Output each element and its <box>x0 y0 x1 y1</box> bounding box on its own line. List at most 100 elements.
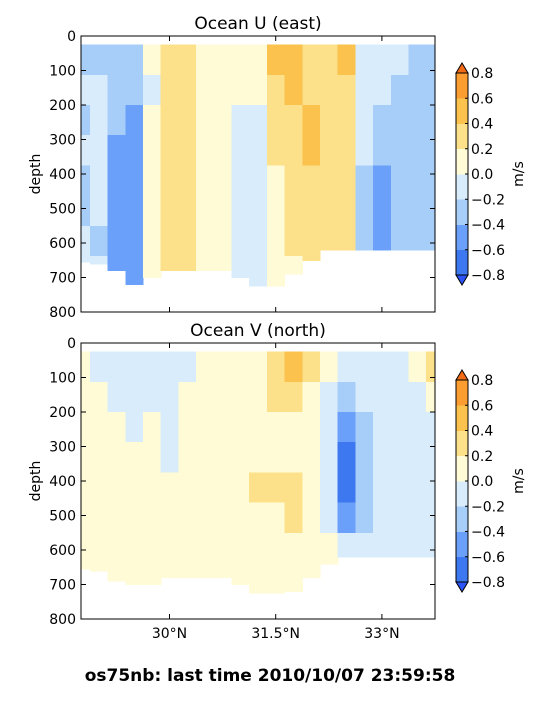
contour-cell-v-12-1 <box>284 381 303 413</box>
contour-cell-u-17-2 <box>373 105 392 136</box>
contour-cell-v-9-4 <box>231 472 250 504</box>
contour-cell-u-13-6 <box>302 225 321 257</box>
contour-cell-u-18-0 <box>390 44 410 76</box>
contour-cell-u-1-3 <box>89 135 109 166</box>
contour-cell-v-15-5 <box>337 502 356 534</box>
contour-cell-u-0-6 <box>81 225 91 257</box>
contour-cell-v-11-2 <box>266 412 286 443</box>
contour-cell-v-1-6 <box>89 532 109 564</box>
contour-cell-u-11-4 <box>266 165 286 197</box>
contour-cell-v-10-0 <box>249 351 268 383</box>
colorbar-u-tick-label-1: −0.6 <box>471 243 505 259</box>
contour-cell-v-18-2 <box>390 412 410 443</box>
contour-cell-u-16-6 <box>355 225 374 251</box>
contour-cell-u-0-3 <box>81 135 91 166</box>
contour-cell-v-16-3 <box>355 442 374 473</box>
contour-cell-v-15-0 <box>337 351 356 383</box>
contour-cell-v-10-2 <box>249 412 268 443</box>
contour-cell-v-15-6 <box>337 532 356 558</box>
contour-cell-v-11-3 <box>266 442 286 473</box>
contour-cell-u-19-2 <box>408 105 427 136</box>
contour-cell-u-8-7 <box>213 255 233 272</box>
contour-cell-u-4-7 <box>142 255 162 279</box>
contour-cell-u-11-6 <box>266 225 286 257</box>
contour-cell-u-6-3 <box>178 135 197 166</box>
contour-cell-v-1-4 <box>89 472 109 504</box>
colorbar-v-tick-label-0: −0.8 <box>471 575 505 591</box>
contour-cell-v-12-5 <box>284 502 303 534</box>
colorbar-v-tick-label-8: 0.8 <box>471 373 493 389</box>
contour-cell-u-7-7 <box>196 255 215 272</box>
contour-cell-v-14-7 <box>319 562 339 565</box>
contour-cell-v-13-3 <box>302 442 321 473</box>
contour-cell-u-12-1 <box>284 74 303 106</box>
contour-cell-u-19-1 <box>408 74 427 106</box>
contour-cell-u-17-1 <box>373 74 392 106</box>
contour-cell-v-11-4 <box>266 472 286 504</box>
contour-cell-u-13-0 <box>302 44 321 76</box>
contour-cell-u-19-4 <box>408 165 427 197</box>
contour-cell-v-11-6 <box>266 532 286 564</box>
contour-cell-u-8-0 <box>213 44 233 76</box>
contour-cell-v-20-4 <box>426 472 436 504</box>
contour-cell-u-8-1 <box>213 74 233 106</box>
y-tick-label-u-2: 200 <box>49 98 76 114</box>
contour-cell-u-17-4 <box>373 165 392 197</box>
y-tick-label-v-5: 500 <box>49 509 76 525</box>
colorbar-u-tick-label-2: −0.4 <box>471 218 505 234</box>
contour-cell-u-10-4 <box>249 165 268 197</box>
contour-cell-u-10-1 <box>249 74 268 106</box>
contour-cell-v-17-3 <box>373 442 392 473</box>
colorbar-u-tick-label-6: 0.4 <box>471 117 493 133</box>
contour-cell-u-10-3 <box>249 135 268 166</box>
contour-cell-u-11-5 <box>266 195 286 227</box>
contour-cell-u-10-2 <box>249 105 268 136</box>
contour-cell-u-3-7 <box>125 255 144 285</box>
contour-cell-v-3-3 <box>125 442 144 473</box>
y-tick-label-v-1: 100 <box>49 371 76 387</box>
contour-cell-u-9-6 <box>231 225 250 257</box>
contour-cell-u-6-6 <box>178 225 197 257</box>
contour-cell-u-13-2 <box>302 105 321 136</box>
contour-cell-u-13-7 <box>302 255 321 261</box>
x-tick-label-v-1: 31.5°N <box>251 626 300 642</box>
contour-cell-v-17-0 <box>373 351 392 383</box>
figure-title: os75nb: last time 2010/10/07 23:59:58 <box>84 666 456 686</box>
contour-cell-u-18-4 <box>390 165 410 197</box>
contour-cell-v-7-4 <box>196 472 215 504</box>
colorbar-u-label: m/s <box>511 161 527 187</box>
contour-cell-u-2-1 <box>107 74 126 106</box>
contour-cell-u-15-6 <box>337 225 356 251</box>
contour-cell-u-7-3 <box>196 135 215 166</box>
contour-cell-u-19-6 <box>408 225 427 251</box>
contour-cell-u-18-6 <box>390 225 410 251</box>
contour-cell-u-19-0 <box>408 44 427 76</box>
contour-cell-v-10-7 <box>249 562 268 594</box>
colorbar-v-tick-label-7: 0.6 <box>471 398 493 414</box>
colorbar-u-tick-label-3: −0.2 <box>471 192 505 208</box>
colorbar-v-segment-1 <box>456 531 468 558</box>
contour-cell-v-5-1 <box>160 381 179 413</box>
contour-cell-v-11-1 <box>266 381 286 413</box>
contour-cell-u-15-4 <box>337 165 356 197</box>
x-tick-label-v-0: 30°N <box>152 626 187 642</box>
contour-cell-u-12-7 <box>284 255 303 275</box>
contour-cell-u-13-4 <box>302 165 321 197</box>
contour-cell-u-15-2 <box>337 105 356 136</box>
contour-cell-v-2-3 <box>107 442 126 473</box>
contour-cell-v-19-6 <box>408 532 427 558</box>
contour-cell-v-13-4 <box>302 472 321 504</box>
contour-cell-v-10-6 <box>249 532 268 564</box>
colorbar-v-segment-2 <box>456 506 468 532</box>
contour-cell-v-3-4 <box>125 472 144 504</box>
contour-cell-u-20-5 <box>426 195 436 227</box>
colorbar-u-tick-label-0: −0.8 <box>471 268 505 284</box>
colorbar-v-tick-label-4: 0.0 <box>471 474 493 490</box>
contour-cell-u-3-2 <box>125 105 144 136</box>
contour-cell-v-4-7 <box>142 562 162 586</box>
contour-cell-u-1-7 <box>89 255 109 265</box>
y-tick-label-v-2: 200 <box>49 405 76 421</box>
x-tick-label-v-2: 33°N <box>364 626 399 642</box>
contour-cell-v-3-6 <box>125 532 144 564</box>
contour-cell-u-7-2 <box>196 105 215 136</box>
